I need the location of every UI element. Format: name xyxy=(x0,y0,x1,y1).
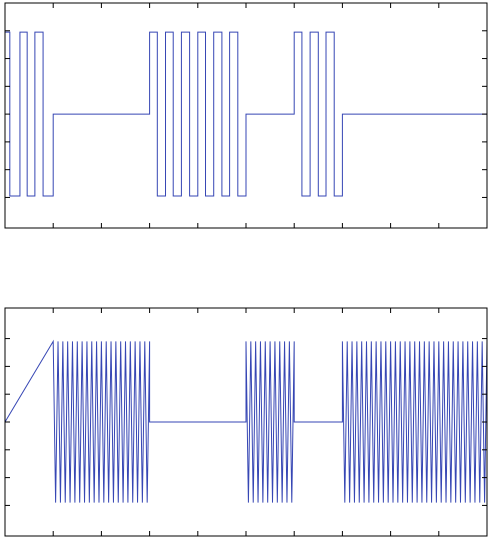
line xyxy=(4,339,488,503)
axes-frame xyxy=(4,307,488,537)
axes-frame xyxy=(4,2,488,229)
line xyxy=(5,31,487,197)
